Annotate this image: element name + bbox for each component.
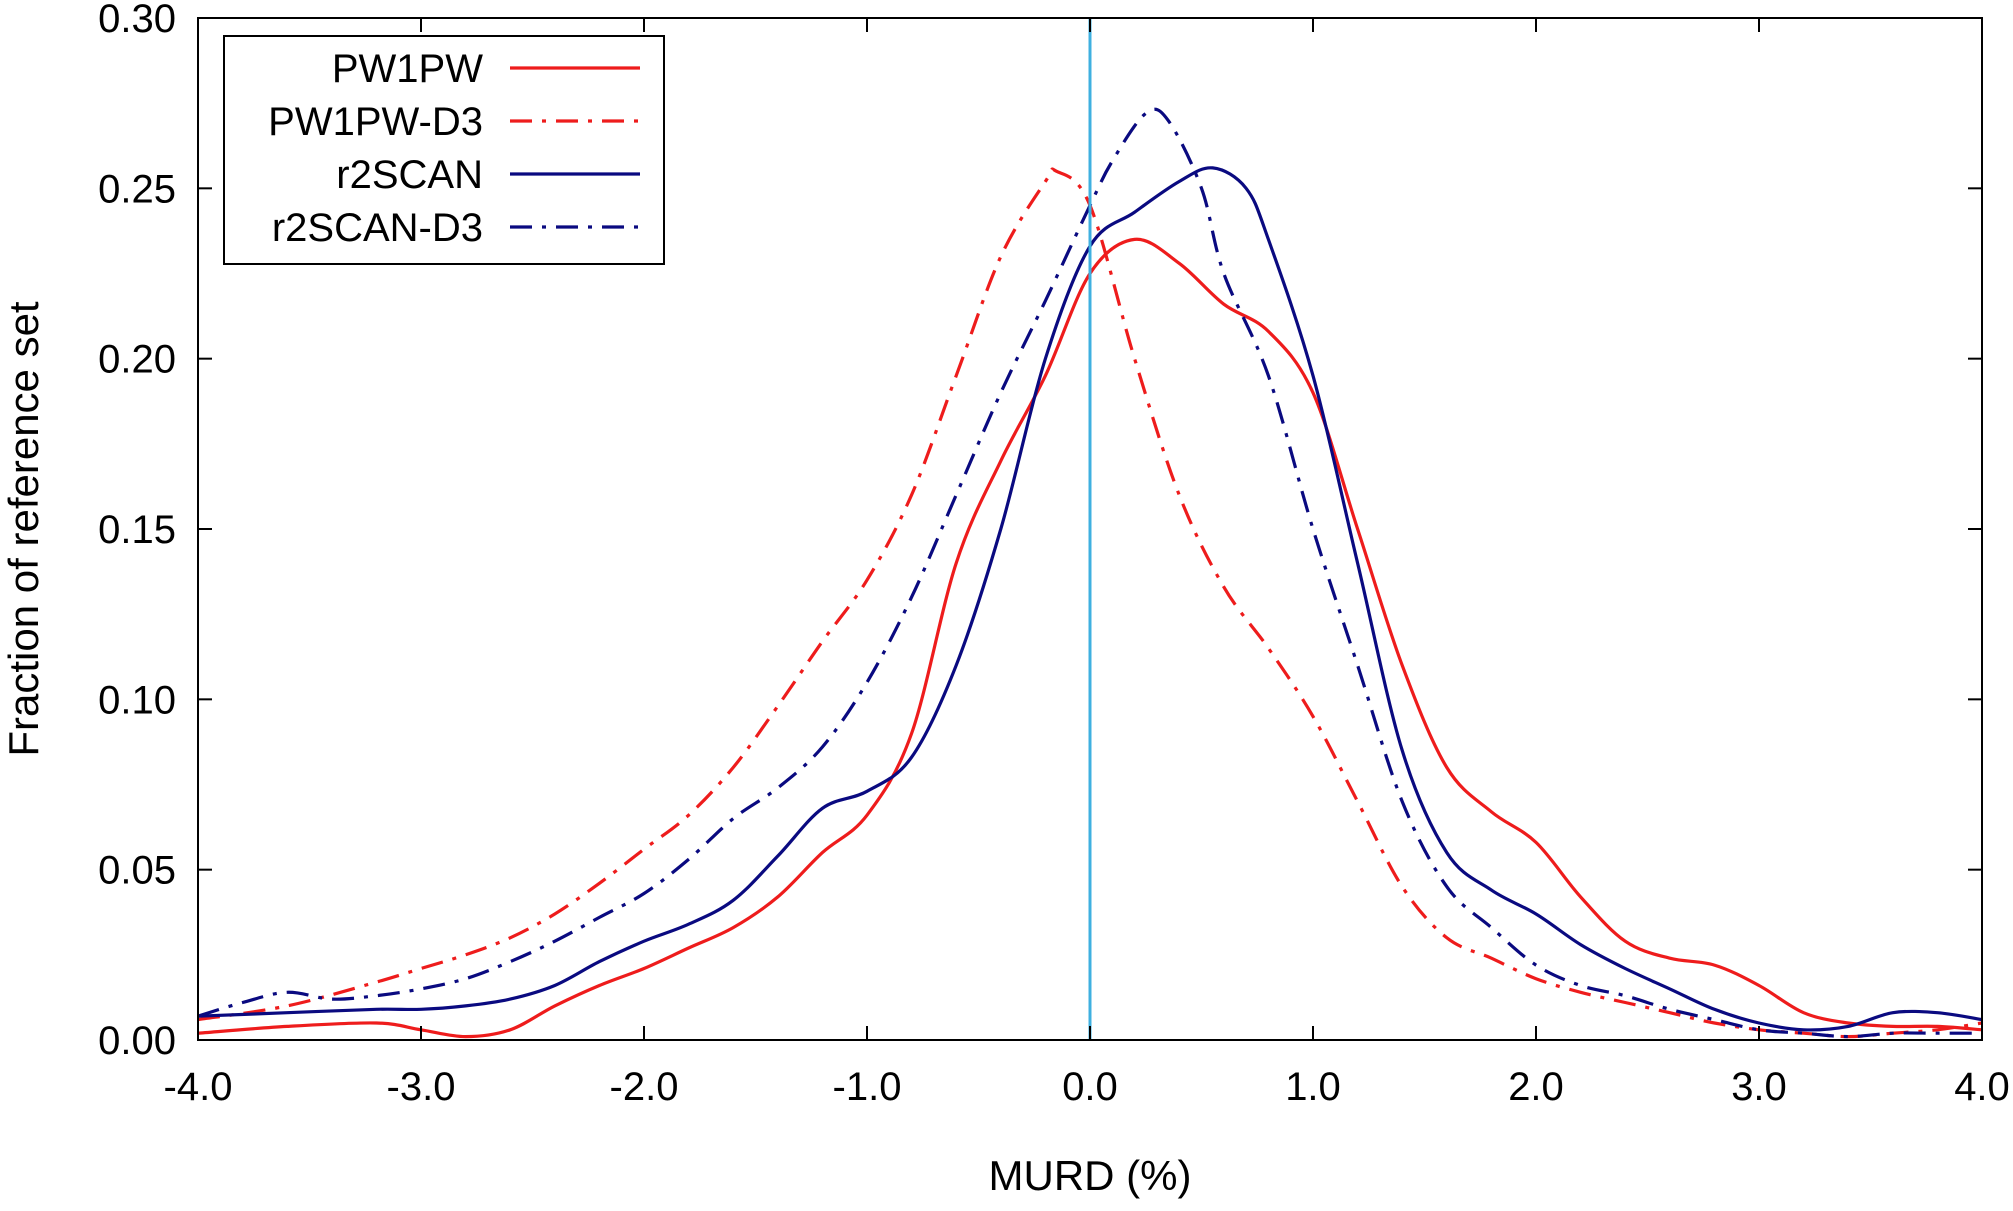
y-tick-label: 0.15 [98,508,176,552]
legend-label-pw1pw-d3: PW1PW-D3 [268,100,483,144]
x-tick-label: -4.0 [164,1065,233,1109]
y-tick-label: 0.05 [98,849,176,893]
x-ticks: -4.0 -3.0 -2.0 -1.0 0.0 1.0 2.0 3.0 4.0 [164,18,2010,1109]
series-line-r2scan-d3 [197,107,1982,1039]
x-tick-label: 0.0 [1062,1065,1118,1109]
x-tick-label: -2.0 [610,1065,679,1109]
y-tick-label: 0.25 [98,167,176,211]
y-tick-label: 0.20 [98,338,176,382]
x-tick-label: 2.0 [1508,1065,1564,1109]
x-axis-title: MURD (%) [989,1152,1192,1199]
legend-label-pw1pw: PW1PW [332,47,483,91]
y-tick-label: 0.10 [98,678,176,722]
x-tick-label: 3.0 [1731,1065,1787,1109]
legend-label-r2scan: r2SCAN [336,153,483,197]
x-tick-label: 4.0 [1954,1065,2010,1109]
y-ticks: 0.00 0.05 0.10 0.15 0.20 0.25 0.30 [98,0,1982,1063]
y-tick-label: 0.00 [98,1019,176,1063]
curves-layer [197,107,1983,1039]
y-tick-label: 0.30 [98,0,176,41]
series-line-pw1pw [197,237,1983,1039]
legend-label-r2scan-d3: r2SCAN-D3 [272,206,483,250]
y-axis-title: Fraction of reference set [0,301,47,757]
x-tick-label: -3.0 [387,1065,456,1109]
legend: PW1PW PW1PW-D3 r2SCAN r2SCAN-D3 [223,35,665,265]
series-line-pw1pw-d3 [197,167,1983,1039]
series-line-r2scan [197,166,1983,1032]
x-tick-label: -1.0 [833,1065,902,1109]
x-tick-label: 1.0 [1285,1065,1341,1109]
